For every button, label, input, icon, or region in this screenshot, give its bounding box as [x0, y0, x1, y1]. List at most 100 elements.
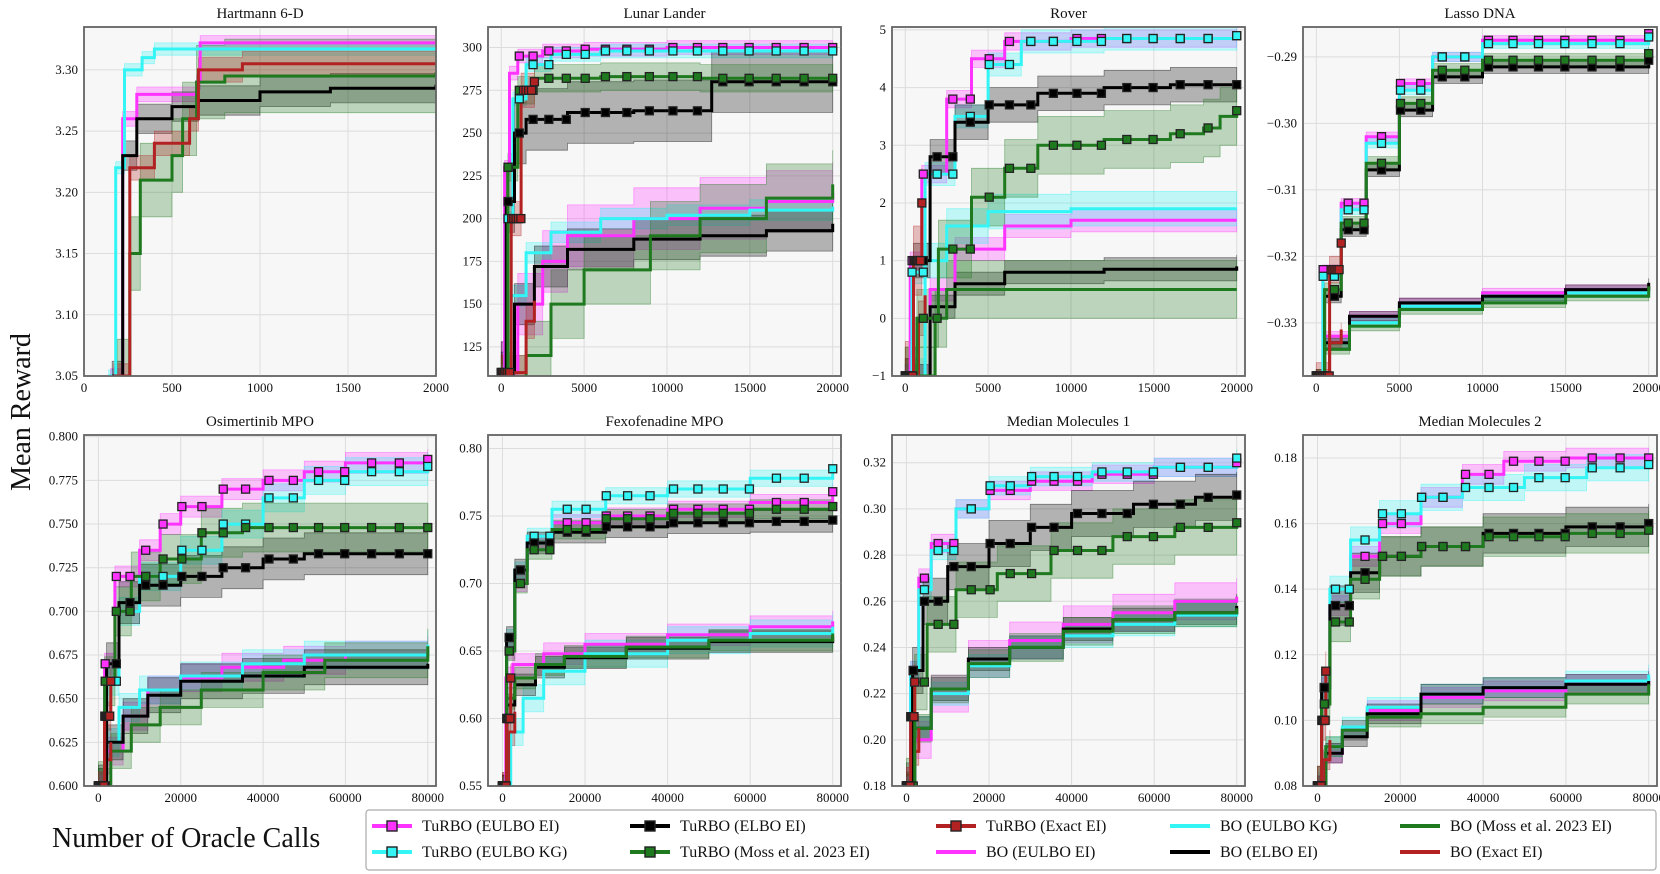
marker-turbo-elbo-ei	[141, 580, 151, 590]
marker-turbo-moss-et-al-2023-ei	[218, 528, 228, 538]
marker-turbo-eulbo-ei	[1508, 456, 1519, 466]
legend-label: BO (ELBO EI)	[1220, 844, 1318, 861]
marker-turbo-eulbo-kg	[313, 475, 324, 486]
legend-marker	[386, 820, 398, 832]
x-tick-label: 0	[1314, 790, 1321, 805]
y-tick-label: 4	[880, 80, 887, 95]
y-tick-label: 0.14	[1274, 581, 1297, 596]
marker-turbo-elbo-ei	[966, 561, 976, 572]
marker-turbo-eulbo-kg	[949, 545, 959, 556]
panel-lasso-dna: 0 5000 10000 15000 20000 −0.33 −0.32 −0.31 −0.30…	[1267, 6, 1660, 395]
x-tick-label: 0	[499, 790, 506, 805]
marker-turbo-moss-et-al-2023-ei	[125, 606, 135, 617]
grid-lines	[1303, 435, 1657, 786]
x-tick-label: 15000	[1549, 380, 1582, 395]
marker-turbo-elbo-ei	[949, 561, 959, 572]
marker-turbo-moss-et-al-2023-ei	[948, 244, 958, 254]
y-tick-label: 150	[463, 296, 483, 311]
marker-turbo-elbo-ei	[366, 549, 377, 559]
x-tick-label: 10000	[1466, 380, 1499, 395]
marker-turbo-elbo-ei	[1122, 508, 1132, 519]
marker-turbo-moss-et-al-2023-ei	[771, 73, 781, 83]
marker-turbo-eulbo-ei	[1560, 456, 1570, 466]
y-tick-label: 2	[880, 195, 887, 210]
marker-turbo-eulbo-kg	[1587, 38, 1597, 49]
marker-turbo-eulbo-kg	[1072, 36, 1082, 47]
y-tick-label: 3.30	[55, 62, 78, 77]
marker-turbo-elbo-ei	[985, 538, 995, 549]
x-tick-label: 60000	[329, 790, 362, 805]
marker-turbo-elbo-ei	[668, 106, 678, 116]
marker-turbo-elbo-ei	[668, 518, 679, 528]
marker-turbo-moss-et-al-2023-ei	[933, 619, 943, 630]
marker-turbo-exact-ei	[1321, 666, 1331, 676]
line-bo-exact-ei	[501, 300, 536, 375]
marker-turbo-moss-et-al-2023-ei	[111, 606, 121, 617]
marker-turbo-eulbo-kg	[984, 59, 994, 70]
legend-item-bo-exact-ei: BO (Exact EI)	[1400, 844, 1542, 861]
y-tick-label: 3.15	[55, 246, 78, 261]
marker-turbo-eulbo-ei	[828, 487, 838, 497]
marker-turbo-moss-et-al-2023-ei	[718, 73, 728, 83]
x-tick-label: 80000	[412, 790, 445, 805]
marker-turbo-eulbo-kg	[1396, 509, 1407, 519]
x-tick-label: 15000	[1138, 380, 1171, 395]
marker-turbo-elbo-ei	[1049, 522, 1059, 533]
marker-turbo-eulbo-ei	[197, 501, 207, 512]
marker-turbo-eulbo-kg	[985, 481, 995, 491]
marker-turbo-elbo-ei	[948, 152, 958, 162]
marker-turbo-moss-et-al-2023-ei	[622, 514, 633, 524]
marker-turbo-eulbo-kg	[907, 267, 917, 277]
marker-turbo-exact-ei	[505, 367, 515, 376]
y-tick-label: 5	[880, 22, 887, 37]
line-bo-moss-et-al-2023-ei	[117, 72, 436, 376]
marker-turbo-eulbo-kg	[1508, 482, 1519, 493]
marker-turbo-exact-ei	[516, 213, 526, 224]
marker-turbo-elbo-ei	[503, 196, 513, 207]
marker-turbo-eulbo-kg	[366, 467, 377, 477]
marker-turbo-eulbo-kg	[771, 473, 782, 483]
marker-turbo-eulbo-kg	[1615, 38, 1625, 49]
panel-rover: 0 5000 10000 15000 20000 −1 0 1 2 3 4 5 Rover	[872, 6, 1253, 395]
marker-turbo-moss-et-al-2023-ei	[1644, 525, 1654, 535]
grid-lines	[84, 27, 436, 376]
marker-turbo-eulbo-kg	[177, 545, 187, 555]
marker-turbo-eulbo-kg	[394, 467, 404, 477]
axes-frame	[1302, 26, 1658, 377]
marker-turbo-moss-et-al-2023-ei	[1377, 551, 1388, 562]
marker-turbo-eulbo-kg	[966, 504, 976, 514]
panel-lunar-lander: 0 5000 10000 15000 20000 125 150 175 200 225 250 27…	[463, 6, 849, 395]
marker-turbo-moss-et-al-2023-ei	[1232, 518, 1242, 528]
x-tick-label: 40000	[651, 790, 684, 805]
y-tick-label: 1	[880, 253, 887, 268]
panel-fexofenadine-mpo: 0 20000 40000 60000 80000 0.55 0.60 0.65 0.70 0.7…	[459, 414, 849, 805]
marker-turbo-exact-ei	[529, 77, 540, 87]
panel-title: Osimertinib MPO	[206, 414, 314, 430]
y-tick-label: 275	[463, 82, 483, 97]
marker-turbo-elbo-ei	[622, 107, 632, 118]
series-group	[496, 40, 838, 376]
axes-frame	[83, 434, 437, 787]
marker-turbo-exact-ei	[105, 711, 115, 721]
marker-turbo-moss-et-al-2023-ei	[744, 508, 755, 518]
marker-turbo-elbo-ei	[1175, 499, 1186, 509]
line-bo-elbo-ei	[501, 223, 835, 375]
marker-turbo-eulbo-kg	[580, 49, 590, 60]
x-tick-label: 500	[162, 380, 182, 395]
axes-frame	[83, 26, 437, 377]
marker-turbo-elbo-ei	[1026, 100, 1036, 110]
marker-turbo-moss-et-al-2023-ei	[264, 522, 274, 533]
marker-turbo-moss-et-al-2023-ei	[1587, 528, 1597, 539]
marker-turbo-elbo-ei	[799, 516, 809, 527]
series-group	[1312, 447, 1654, 786]
marker-turbo-eulbo-kg	[1483, 38, 1494, 49]
series-group	[1311, 28, 1654, 376]
marker-turbo-moss-et-al-2023-ei	[799, 504, 809, 514]
y-tick-label: 3.10	[55, 307, 78, 322]
marker-turbo-moss-et-al-2023-ei	[423, 522, 433, 533]
marker-turbo-eulbo-kg	[1232, 31, 1242, 41]
marker-turbo-eulbo-ei	[125, 571, 135, 582]
marker-turbo-elbo-ei	[744, 518, 755, 528]
marker-turbo-elbo-ei	[1096, 88, 1107, 98]
